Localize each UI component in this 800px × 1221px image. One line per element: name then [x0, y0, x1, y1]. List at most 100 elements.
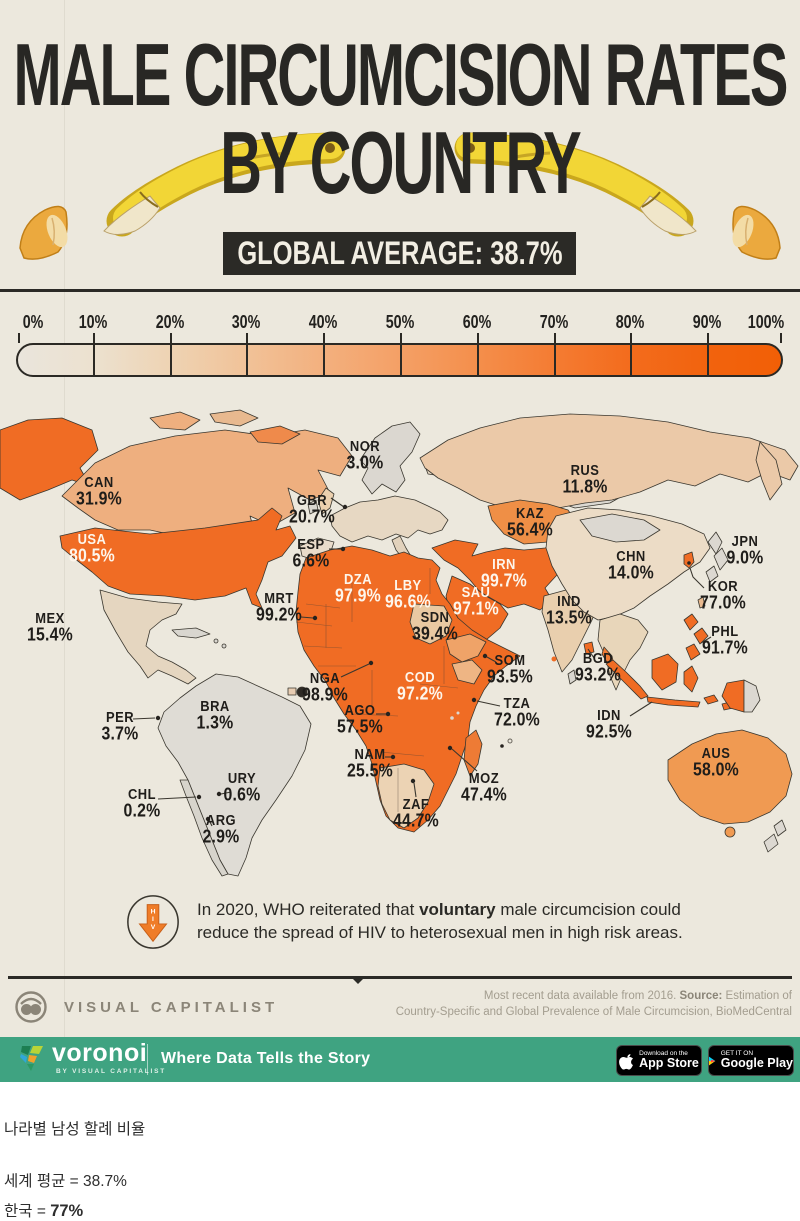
infographic: MALE CIRCUMCISION RATES BY COUNTRY GLOBA… [0, 0, 800, 1082]
scale-bar-section: 0% 10% 20% 30% 40% 50% 60% 70% 80% 90% 100% [16, 311, 784, 378]
page-title-line2: BY COUNTRY [220, 113, 581, 213]
korean-caption: 나라별 남성 할례 비율 세계 평균 = 38.7% 한국 = 77% [0, 1082, 800, 1221]
scale-segment-divider [476, 345, 479, 375]
country-label-tza: TZA 72.0% [494, 694, 540, 730]
right-banana-tip-image [732, 205, 781, 260]
page-title-line1: MALE CIRCUMCISION RATES [13, 25, 789, 125]
region-mongolia [579, 513, 661, 543]
scale-tick-label: 20% [155, 311, 184, 334]
region-ireland [307, 499, 319, 515]
country-label-phl: PHL 91.7% [702, 622, 748, 658]
country-label-jpn: JPN 9.0% [726, 532, 764, 568]
voronoi-byline: BY VISUAL CAPITALIST [56, 1068, 167, 1075]
scale-tick-mark [707, 333, 710, 343]
region-middle-east [431, 539, 577, 611]
region-usa [59, 507, 297, 609]
region-scandinavia [359, 421, 421, 495]
scale-tick-mark [18, 333, 20, 343]
country-label-gbr: GBR 20.7% [289, 491, 335, 527]
country-label-kor: KOR 77.0% [700, 577, 746, 613]
scale-tick-label: 40% [308, 311, 338, 334]
country-label-bra: BRA 1.3% [196, 697, 234, 733]
google-play-logo-icon [709, 1056, 716, 1065]
region-sudan [409, 603, 453, 645]
country-label-per: PER 3.7% [101, 708, 139, 744]
region-tasmania [724, 826, 736, 838]
country-label-nga: NGA 98.9% [302, 669, 348, 705]
caption-line-3: 한국 = 77% [4, 1202, 84, 1220]
hiv-down-arrow-icon: H I V [127, 895, 179, 949]
scale-segment-divider [707, 345, 710, 375]
caption-line-2: 세계 평균 = 38.7% [4, 1173, 127, 1190]
vertical-divider [147, 1044, 148, 1075]
country-label-rus: RUS 11.8% [562, 461, 608, 497]
region-south-america [157, 673, 312, 877]
voronoi-bar: voronoi BY VISUAL CAPITALIST Where Data … [0, 1037, 800, 1082]
small-islands [450, 561, 691, 748]
global-average-banner: GLOBAL AVERAGE: 38.7% [223, 232, 576, 275]
country-label-ago: AGO 57.5% [337, 701, 383, 737]
country-label-arg: ARG 2.9% [202, 811, 240, 847]
scale-tick-mark [476, 333, 479, 343]
scale-tick-label: 90% [692, 311, 722, 334]
africa-internal-borders [295, 568, 459, 812]
region-ethiopia [445, 633, 487, 663]
country-label-nam: NAM 25.5% [347, 745, 393, 781]
voronoi-logo-icon[interactable] [14, 1041, 50, 1077]
country-label-usa: USA 80.5% [69, 530, 115, 566]
country-label-mex: MEX 15.4% [27, 609, 73, 645]
country-label-lby: LBY 96.6% [385, 576, 431, 612]
google-play-badge-small-text: GET IT ON [720, 1049, 754, 1057]
region-philippines [683, 613, 709, 661]
country-label-bgd: BGD 93.2% [575, 649, 621, 685]
country-label-nor: NOR 3.0% [346, 437, 384, 473]
region-australia [667, 729, 793, 825]
app-store-badge[interactable]: Download on the App Store [616, 1045, 702, 1076]
footer: VISUAL CAPITALIST Most recent data avail… [0, 984, 800, 1036]
visual-capitalist-logo-icon [15, 991, 47, 1023]
left-banana-image [103, 132, 346, 237]
country-label-ury: URY 0.6% [223, 769, 261, 805]
scale-tick-mark [246, 333, 249, 343]
scale-tick-label: 50% [385, 311, 415, 334]
region-canada [61, 429, 353, 541]
region-new-guinea [721, 679, 761, 713]
country-label-kaz: KAZ 56.4% [507, 504, 553, 540]
scale-tick-label: 30% [232, 311, 261, 334]
voronoi-wordmark[interactable]: voronoi [52, 1039, 148, 1067]
who-note-text: In 2020, WHO reiterated that voluntary m… [197, 900, 683, 942]
right-banana-image [454, 132, 697, 237]
world-map: CAN 31.9% USA 80.5% MEX 15.4% NOR 3.0% GBR 20.7% E… [0, 408, 800, 878]
country-label-idn: IDN 92.5% [586, 706, 632, 742]
region-korea [683, 551, 695, 569]
country-label-ind: IND 13.5% [546, 592, 592, 628]
source-note: Most recent data available from 2016. So… [395, 990, 792, 1019]
scale-segment-divider [400, 345, 402, 375]
global-average-text: GLOBAL AVERAGE: 38.7% [236, 234, 563, 272]
country-label-dza: DZA 97.9% [335, 570, 381, 606]
country-label-mrt: MRT 99.2% [256, 589, 302, 625]
app-store-badge-small-text: Download on the [639, 1049, 688, 1057]
banana-artwork [19, 132, 781, 260]
google-play-badge[interactable]: GET IT ON Google Play [708, 1045, 794, 1076]
region-taiwan [697, 596, 706, 609]
header-divider [0, 289, 800, 292]
country-label-esp: ESP 6.6% [292, 535, 330, 571]
country-label-irn: IRN 99.7% [481, 555, 527, 591]
scale-tick-mark [400, 333, 402, 343]
region-japan [705, 531, 729, 583]
scale-tick-mark [92, 333, 95, 343]
scale-tick-mark [323, 333, 326, 343]
scale-tick-label: 80% [616, 311, 645, 334]
scale-tick-label: 10% [78, 311, 108, 334]
region-guiana-dark-spot [296, 686, 308, 698]
region-chile-strip [179, 779, 229, 877]
svg-text:V: V [151, 924, 156, 931]
country-label-chn: CHN 14.0% [608, 547, 654, 583]
scale-segment-divider [169, 345, 172, 375]
region-bangladesh [583, 641, 595, 655]
footer-divider-notch [352, 978, 364, 984]
region-kamchatka [755, 441, 783, 501]
google-play-badge-big-text: Google Play [720, 1056, 793, 1071]
visual-capitalist-wordmark: VISUAL CAPITALIST [64, 998, 279, 1016]
